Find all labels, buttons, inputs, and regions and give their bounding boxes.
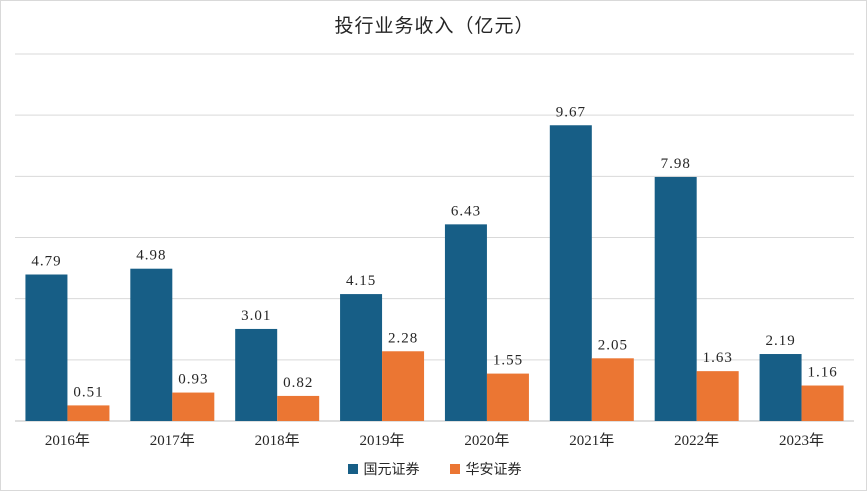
data-label-series-1: 7.98 <box>661 156 691 172</box>
legend-item-series-1: 国元证券 <box>347 459 420 479</box>
legend-item-series-2: 华安证券 <box>449 459 522 479</box>
data-label-series-2: 2.28 <box>388 330 418 346</box>
data-label-series-1: 6.43 <box>451 203 481 219</box>
bar-series-2 <box>67 405 110 421</box>
legend-label-series-2: 华安证券 <box>465 462 522 478</box>
bar-series-2 <box>486 373 529 421</box>
legend-label-series-1: 国元证券 <box>363 462 420 478</box>
bar-series-1 <box>444 224 487 421</box>
bar-series-2 <box>382 351 425 421</box>
x-tick-label: 2021年 <box>569 432 614 449</box>
bar-series-1 <box>340 294 383 421</box>
chart-title: 投行业务收入（亿元） <box>334 16 535 37</box>
bar-series-2 <box>591 358 634 421</box>
data-label-series-2: 2.05 <box>598 337 628 353</box>
bar-series-2 <box>172 392 215 421</box>
bar-series-2 <box>696 371 739 421</box>
x-tick-label: 2018年 <box>255 432 300 449</box>
data-label-series-2: 1.63 <box>703 350 733 366</box>
bar-series-1 <box>130 268 173 421</box>
data-label-series-2: 1.55 <box>493 353 523 369</box>
data-label-series-2: 1.16 <box>807 365 837 381</box>
x-tick-label: 2019年 <box>360 432 405 449</box>
bar-series-1 <box>25 274 68 421</box>
legend-swatch-series-2 <box>449 464 460 474</box>
data-label-series-2: 0.51 <box>73 384 103 400</box>
data-label-series-1: 4.79 <box>31 254 61 270</box>
legend: 国元证券 华安证券 <box>1 459 867 479</box>
x-tick-label: 2016年 <box>45 432 90 449</box>
data-label-series-1: 4.98 <box>136 248 166 264</box>
data-label-series-1: 4.15 <box>346 273 376 289</box>
bar-series-1 <box>654 176 697 421</box>
data-label-series-1: 2.19 <box>765 333 795 349</box>
bar-series-1 <box>759 354 802 421</box>
x-tick-label: 2023年 <box>779 432 824 449</box>
bar-series-1 <box>549 125 592 422</box>
data-label-series-1: 3.01 <box>241 308 271 324</box>
bar-series-2 <box>801 385 844 421</box>
data-label-series-2: 0.93 <box>178 372 208 388</box>
bar-series-2 <box>277 395 320 421</box>
legend-swatch-series-1 <box>347 464 358 474</box>
x-tick-label: 2020年 <box>464 432 509 449</box>
x-tick-label: 2017年 <box>150 432 195 449</box>
data-label-series-1: 9.67 <box>556 104 586 120</box>
data-label-series-2: 0.82 <box>283 375 313 391</box>
x-tick-label: 2022年 <box>674 432 719 449</box>
bar-series-1 <box>235 328 278 421</box>
